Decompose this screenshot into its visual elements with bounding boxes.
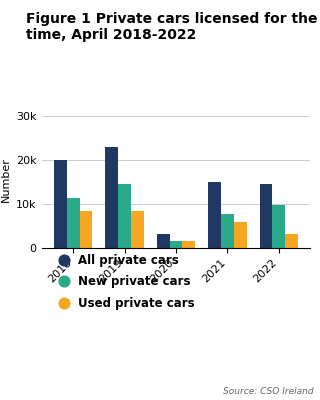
Legend: All private cars, New private cars, Used private cars: All private cars, New private cars, Used…	[53, 248, 200, 316]
Bar	[170, 241, 182, 248]
Text: Figure 1 Private cars licensed for the first
time, April 2018-2022: Figure 1 Private cars licensed for the f…	[26, 12, 320, 42]
Bar	[221, 214, 234, 248]
Text: Source: CSO Ireland: Source: CSO Ireland	[223, 387, 314, 396]
Bar	[80, 211, 92, 248]
Bar	[285, 234, 298, 248]
Bar	[234, 222, 247, 248]
Bar	[118, 184, 131, 248]
Y-axis label: Number: Number	[1, 158, 11, 202]
Bar	[157, 234, 170, 248]
Bar	[105, 147, 118, 248]
Bar	[182, 241, 195, 248]
Bar	[272, 205, 285, 248]
Bar	[208, 182, 221, 248]
Bar	[54, 160, 67, 248]
Bar	[131, 211, 144, 248]
Bar	[260, 184, 272, 248]
Bar	[67, 198, 80, 248]
